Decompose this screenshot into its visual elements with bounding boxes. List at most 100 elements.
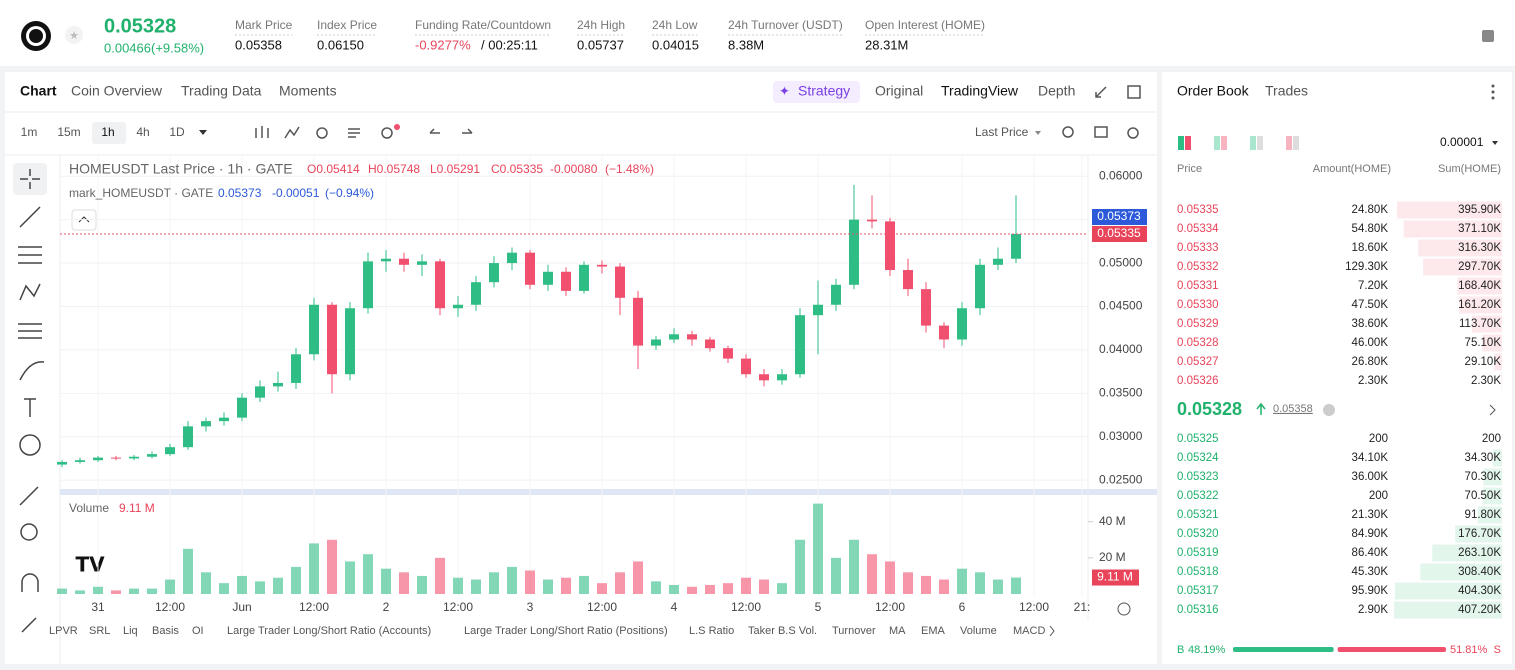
- book-price[interactable]: 0.05319: [1177, 547, 1219, 559]
- book-price[interactable]: 0.05327: [1177, 356, 1219, 368]
- tv-logo: 𝗧𝗩: [75, 554, 105, 576]
- scroll-arrow[interactable]: [1049, 625, 1055, 637]
- volume-bar: [291, 566, 301, 594]
- candle-body: [885, 221, 895, 271]
- indicator[interactable]: MACD: [1013, 625, 1045, 637]
- indicator[interactable]: OI: [192, 625, 204, 637]
- y-tick-label: 0.06000: [1099, 168, 1143, 182]
- book-price[interactable]: 0.05335: [1177, 204, 1219, 216]
- book-amount: 21.30K: [1352, 509, 1389, 521]
- interval[interactable]: 1h: [101, 125, 114, 139]
- book-price[interactable]: 0.05325: [1177, 433, 1219, 445]
- mark-legend: mark_HOMEUSDT · GATE: [69, 186, 213, 200]
- view-tab[interactable]: Depth: [1038, 83, 1075, 99]
- indicator[interactable]: EMA: [921, 625, 946, 637]
- book-amount: 95.90K: [1352, 585, 1389, 597]
- book-price[interactable]: 0.05334: [1177, 223, 1219, 235]
- book-price[interactable]: 0.05326: [1177, 375, 1219, 387]
- candle-body: [741, 358, 751, 375]
- view-tab[interactable]: Original: [875, 83, 923, 99]
- x-tick-label: 4: [671, 600, 678, 614]
- volume-bar: [651, 581, 661, 594]
- chart-tab[interactable]: Trading Data: [181, 83, 262, 99]
- price-source[interactable]: Last Price: [975, 125, 1029, 139]
- book-sum: 200: [1482, 433, 1501, 445]
- volume-bar: [543, 579, 553, 594]
- candle-body: [381, 258, 391, 262]
- indicator[interactable]: Taker B.S Vol.: [748, 625, 817, 637]
- volume-bar: [93, 586, 103, 594]
- interval[interactable]: 4h: [136, 125, 149, 139]
- dropdown-arrow[interactable]: [1492, 141, 1498, 145]
- book-price[interactable]: 0.05324: [1177, 452, 1219, 464]
- indicator[interactable]: L.S Ratio: [689, 625, 734, 637]
- y-tick-label: 0.02500: [1099, 472, 1143, 486]
- indicator[interactable]: Large Trader Long/Short Ratio (Positions…: [464, 625, 668, 637]
- book-price[interactable]: 0.05331: [1177, 280, 1219, 292]
- book-price[interactable]: 0.05323: [1177, 471, 1219, 483]
- interval[interactable]: 15m: [57, 125, 80, 139]
- indicator[interactable]: SRL: [89, 625, 110, 637]
- chart-tab[interactable]: Chart: [20, 83, 57, 99]
- indicator[interactable]: Basis: [152, 625, 179, 637]
- volume-bar: [75, 590, 85, 594]
- candle-body: [525, 252, 535, 285]
- view-tab[interactable]: Strategy: [798, 83, 850, 99]
- top-bar: [0, 0, 1515, 66]
- candle-body: [705, 339, 715, 349]
- chevron[interactable]: [1489, 404, 1496, 416]
- menu-dots[interactable]: [1491, 84, 1495, 100]
- book-price[interactable]: 0.05332: [1177, 261, 1219, 273]
- indicator[interactable]: Large Trader Long/Short Ratio (Accounts): [227, 625, 431, 637]
- book-price[interactable]: 0.05320: [1177, 528, 1219, 540]
- drawing-tools: [13, 163, 47, 633]
- candle-body: [867, 219, 877, 222]
- book-price[interactable]: 0.05333: [1177, 242, 1219, 254]
- indicator[interactable]: MA: [889, 625, 906, 637]
- stat-value: -0.9277%: [415, 37, 471, 52]
- book-price[interactable]: 0.05322: [1177, 490, 1219, 502]
- book-price[interactable]: 0.05317: [1177, 585, 1219, 597]
- book-price[interactable]: 0.05328: [1177, 337, 1219, 349]
- chart-tab[interactable]: Moments: [279, 83, 337, 99]
- book-sum: 161.20K: [1458, 299, 1501, 311]
- volume-bar: [345, 561, 355, 594]
- view-tab[interactable]: TradingView: [941, 83, 1019, 99]
- volume-bar: [903, 572, 913, 594]
- settings-icon[interactable]: [1117, 602, 1131, 616]
- book-amount: 2.30K: [1358, 375, 1388, 387]
- book-price[interactable]: 0.05329: [1177, 318, 1219, 330]
- ohlc-legend: L0.05291: [430, 162, 480, 176]
- book-tab[interactable]: Trades: [1265, 83, 1308, 99]
- strategy-pill[interactable]: [773, 81, 860, 103]
- info-icon: [1323, 404, 1335, 416]
- dropdown-arrow[interactable]: [199, 130, 207, 135]
- volume-bar: [273, 577, 283, 594]
- indicator[interactable]: Liq: [123, 625, 138, 637]
- book-tab[interactable]: Order Book: [1177, 83, 1250, 99]
- favorite[interactable]: [65, 26, 83, 44]
- indicator[interactable]: Volume: [960, 625, 997, 637]
- book-price[interactable]: 0.05330: [1177, 299, 1219, 311]
- volume-bar: [453, 577, 463, 594]
- volume-bar: [1011, 577, 1021, 594]
- book-price[interactable]: 0.05316: [1177, 604, 1219, 616]
- chart-tab[interactable]: Coin Overview: [71, 83, 163, 99]
- candle-body: [399, 258, 409, 265]
- dropdown-arrow[interactable]: [1035, 131, 1041, 135]
- price-change: 0.00466(+9.58%): [104, 40, 204, 55]
- interval[interactable]: 1D: [169, 125, 185, 139]
- interval[interactable]: 1m: [21, 125, 38, 139]
- volume-bar: [471, 579, 481, 594]
- indicator[interactable]: LPVR: [49, 625, 78, 637]
- x-tick-label: 12:00: [875, 600, 905, 614]
- settings-icon[interactable]: [1482, 30, 1494, 42]
- precision[interactable]: 0.00001: [1440, 135, 1484, 149]
- book-price[interactable]: 0.05321: [1177, 509, 1219, 521]
- ohlc-legend: O0.05414: [307, 162, 360, 176]
- pane-separator[interactable]: [60, 489, 1157, 495]
- book-price[interactable]: 0.05318: [1177, 566, 1219, 578]
- candle-body: [453, 304, 463, 309]
- indicator[interactable]: Turnover: [832, 625, 876, 637]
